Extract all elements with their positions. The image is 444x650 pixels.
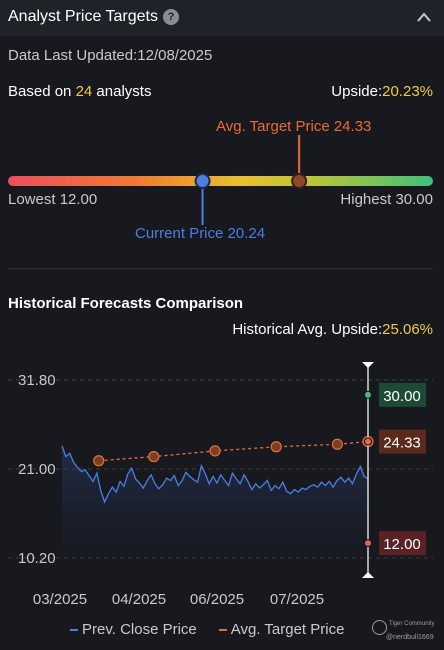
side-marker [364, 539, 372, 548]
chart-legend: Prev. Close Price Avg. Target Price [70, 621, 344, 638]
legend-avg-target[interactable]: Avg. Target Price [218, 621, 345, 638]
analyst-count-prefix: Based on [8, 83, 76, 100]
range-bottom-triangle [362, 572, 374, 578]
close-price-line [61, 445, 369, 504]
data-updated-text: Data Last Updated:12/08/2025 [8, 47, 212, 64]
y-tick-label: 10.20 [18, 550, 56, 567]
historical-upside-label: Historical Avg. Upside: [232, 321, 383, 338]
side-label-box [379, 429, 426, 454]
avg-target-point [148, 451, 160, 463]
help-icon[interactable]: ? [163, 9, 179, 25]
side-marker [364, 390, 372, 399]
upside-value: 20.23% [382, 83, 433, 100]
avg-target-line [98, 440, 369, 462]
watermark: Tiger Community @nerdbull1669 [372, 620, 442, 646]
price-target-gauge [8, 176, 433, 186]
historical-forecast-chart[interactable]: 31.80 21.00 10.20 30.00 24.33 12.00 03/2025 04/… [0, 355, 444, 615]
analyst-count: 24 [75, 83, 93, 100]
x-tick-label: 03/2025 [33, 591, 87, 608]
side-marker [364, 437, 372, 446]
legend-avg-target-swatch [218, 628, 227, 631]
panel-title: Analyst Price Targets [8, 8, 158, 25]
y-tick-label: 31.80 [18, 372, 56, 389]
x-tick-label: 07/2025 [270, 591, 324, 608]
data-updated-date: 12/08/2025 [137, 47, 213, 64]
side-label-text: 30.00 [383, 388, 421, 405]
legend-prev-close-label: Prev. Close Price [82, 621, 197, 638]
watermark-user: @nerdbull1669 [386, 634, 434, 641]
range-top-triangle [362, 362, 374, 368]
current-price-marker [194, 173, 211, 189]
watermark-name: Tiger Community [389, 621, 435, 627]
avg-target-point [331, 438, 343, 450]
x-tick-label: 04/2025 [112, 591, 166, 608]
historical-title: Historical Forecasts Comparison [8, 295, 244, 312]
legend-prev-close[interactable]: Prev. Close Price [70, 621, 197, 638]
side-label-text: 12.00 [383, 536, 421, 553]
y-tick-label: 21.00 [18, 461, 56, 478]
lowest-target-label: Lowest 12.00 [8, 191, 98, 208]
analyst-count-suffix: analysts [92, 83, 152, 100]
highest-target-label: Highest 30.00 [340, 191, 433, 208]
side-label-text: 24.33 [383, 435, 421, 452]
panel-header[interactable]: Analyst Price Targets ? [0, 0, 444, 36]
legend-prev-close-swatch [70, 628, 78, 631]
legend-avg-target-label: Avg. Target Price [230, 621, 345, 638]
side-label-box [379, 531, 426, 556]
close-price-area [62, 445, 368, 558]
avg-target-point [209, 445, 221, 457]
tiger-logo-icon [372, 620, 387, 635]
current-price-label: Current Price 20.24 [135, 225, 266, 242]
avg-target-label: Avg. Target Price 24.33 [216, 118, 372, 135]
historical-upside-text: Historical Avg. Upside:25.06% [232, 321, 433, 338]
analyst-count-text: Based on 24 analysts [8, 83, 151, 100]
section-divider [8, 268, 433, 269]
avg-target-marker [291, 173, 308, 189]
upside-text: Upside:20.23% [331, 83, 433, 100]
upside-label: Upside: [331, 83, 383, 100]
side-label-box [379, 382, 426, 407]
historical-upside-value: 25.06% [382, 321, 433, 338]
x-tick-label: 06/2025 [190, 591, 244, 608]
avg-target-point [93, 455, 105, 467]
gauge-markers [194, 135, 308, 225]
avg-target-point [270, 441, 282, 453]
chevron-up-icon[interactable] [416, 10, 432, 24]
data-updated-label: Data Last Updated: [8, 47, 138, 64]
